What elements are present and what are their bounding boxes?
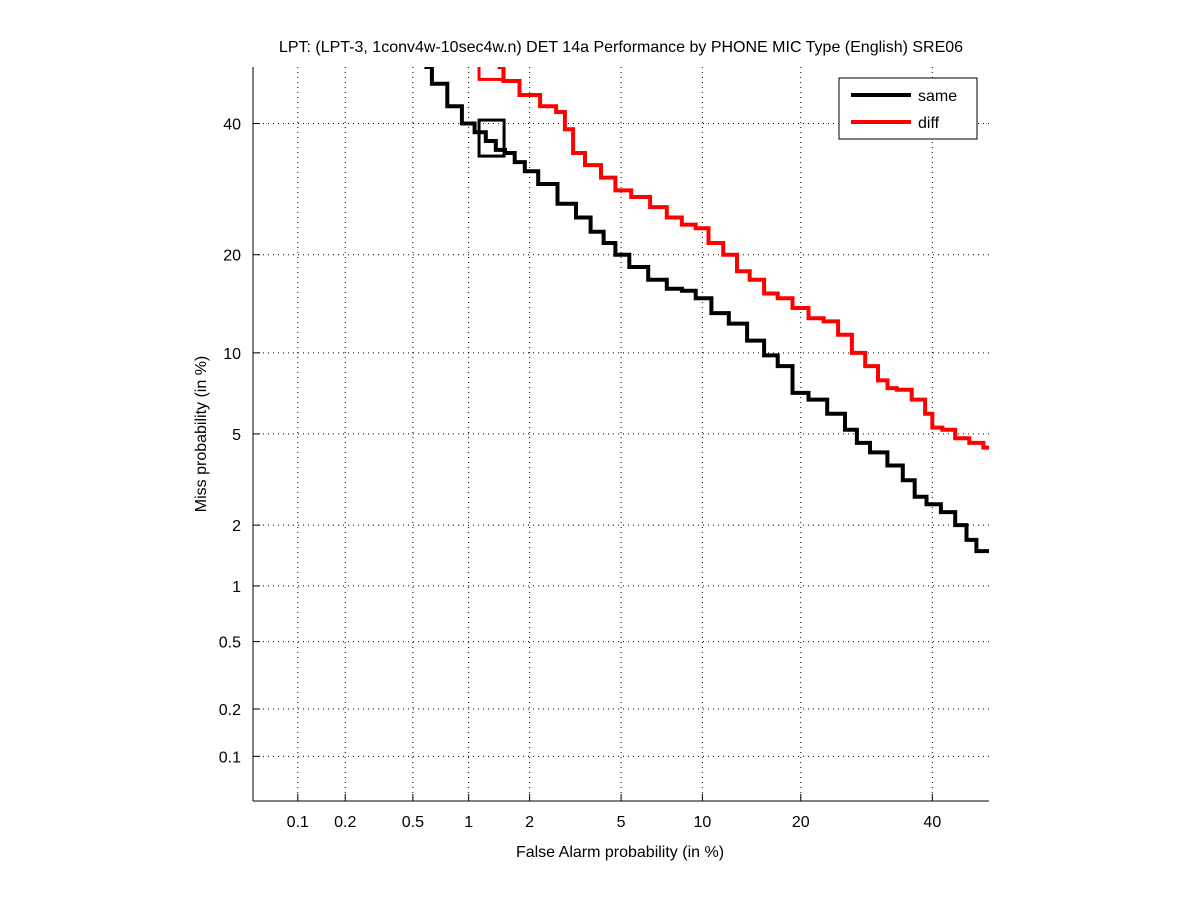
- x-tick-label: 0.1: [287, 814, 309, 831]
- dcf-min-box-diff: [477, 67, 506, 81]
- x-tick-label: 10: [693, 814, 711, 831]
- x-axis-label: False Alarm probability (in %): [516, 844, 724, 861]
- legend-label-diff: diff: [918, 115, 940, 132]
- y-tick-label: 0.1: [219, 749, 241, 766]
- x-tick-label: 5: [617, 814, 626, 831]
- y-tick-label: 40: [223, 117, 241, 134]
- series-group: [424, 67, 989, 554]
- y-axis-label: Miss probability (in %): [193, 356, 210, 512]
- series-diff: [477, 67, 989, 450]
- y-tick-label: 5: [232, 427, 241, 444]
- x-tick-label: 2: [525, 814, 534, 831]
- x-tick-label: 40: [923, 814, 941, 831]
- legend-label-same: same: [918, 88, 957, 105]
- x-tick-label: 1: [464, 814, 473, 831]
- x-tick-label: 20: [792, 814, 810, 831]
- legend: same diff: [838, 77, 978, 140]
- series-line-diff: [497, 67, 989, 450]
- y-tick-label: 2: [232, 518, 241, 535]
- dcf-min-box-same: [477, 118, 506, 158]
- series-line-same: [424, 67, 989, 554]
- chart-title: LPT: (LPT-3, 1conv4w-10sec4w.n) DET 14a …: [279, 39, 963, 56]
- y-tick-label: 0.5: [219, 635, 241, 652]
- y-tick-label: 20: [223, 248, 241, 265]
- x-tick-label: 0.2: [334, 814, 356, 831]
- y-tick-label: 0.2: [219, 702, 241, 719]
- y-tick-label: 10: [223, 346, 241, 363]
- y-tick-label: 1: [232, 579, 241, 596]
- series-same: [424, 67, 989, 554]
- x-ticks: 0.1 0.2 0.5 1 2 5 10 20 40: [287, 794, 941, 831]
- y-ticks: 0.1 0.2 0.5 1 2 5 10 20 40: [219, 117, 260, 766]
- grid: [253, 67, 989, 801]
- x-tick-label: 0.5: [402, 814, 424, 831]
- legend-box: [838, 77, 978, 140]
